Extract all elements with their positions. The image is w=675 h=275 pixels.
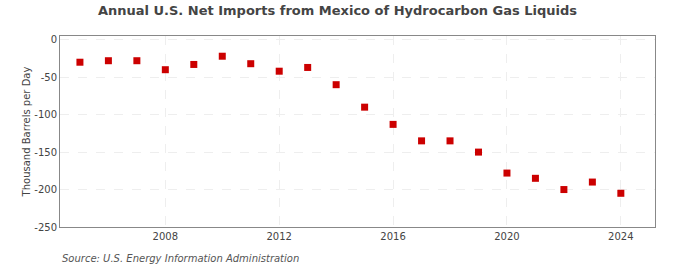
svg-text:2008: 2008: [153, 231, 178, 242]
svg-text:Annual U.S. Net Imports from M: Annual U.S. Net Imports from Mexico of H…: [98, 3, 577, 18]
svg-text:2012: 2012: [266, 231, 291, 242]
svg-text:2016: 2016: [380, 231, 405, 242]
svg-text:-200: -200: [34, 184, 57, 195]
svg-text:Thousand Barrels per Day: Thousand Barrels per Day: [21, 67, 32, 198]
svg-text:-50: -50: [41, 72, 57, 83]
svg-text:-100: -100: [34, 109, 57, 120]
svg-text:0: 0: [51, 34, 57, 45]
svg-text:-250: -250: [34, 222, 57, 233]
svg-text:-150: -150: [34, 147, 57, 158]
svg-text:Source: U.S. Energy Informatio: Source: U.S. Energy Information Administ…: [62, 253, 299, 264]
svg-text:2024: 2024: [608, 231, 633, 242]
svg-text:2020: 2020: [494, 231, 519, 242]
